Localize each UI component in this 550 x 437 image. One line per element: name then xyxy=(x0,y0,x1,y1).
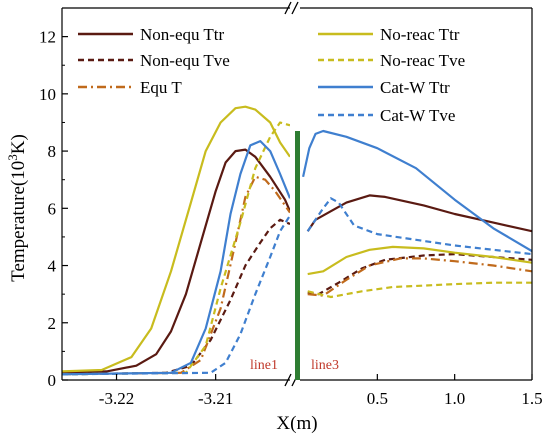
annotations: line1 line3 xyxy=(250,358,339,373)
series-line-non-equ-tve-left xyxy=(62,218,290,376)
y-tick-label: 12 xyxy=(39,28,56,47)
y-tick-label: 4 xyxy=(48,257,57,276)
legend-label-cat-w-ttr: Cat-W Ttr xyxy=(380,78,450,97)
series-line-cat-w-tve-right xyxy=(306,197,532,256)
series-line-cat-w-ttr-left xyxy=(62,140,290,376)
series-line-equ-t-left xyxy=(62,175,290,376)
legend-label-non-equ-ttr: Non-equ Ttr xyxy=(140,25,225,44)
y-axis-title: Temperature(103K) xyxy=(5,134,29,282)
x-tick-label: 1.5 xyxy=(521,389,542,408)
annotation-line1: line1 xyxy=(250,358,278,373)
y-tick-label: 0 xyxy=(48,371,57,390)
y-tick-label: 8 xyxy=(48,142,57,161)
x-tick-label: -3.22 xyxy=(99,389,134,408)
legend-label-cat-w-tve: Cat-W Tve xyxy=(380,106,455,125)
legend-label-equ-t: Equ T xyxy=(140,78,182,97)
series-line-equ-t-right xyxy=(307,257,532,297)
y-tick-label: 10 xyxy=(39,85,56,104)
y-tick-label: 2 xyxy=(48,314,57,333)
y-axis-title-main: Temperature(10 xyxy=(8,161,29,282)
legend-label-no-reac-tve: No-reac Tve xyxy=(380,51,465,70)
series-line-no-reac-tve-left xyxy=(62,121,290,376)
x-tick-label: -3.21 xyxy=(198,389,233,408)
series-line-no-reac-tve-right xyxy=(307,281,532,299)
annotation-line3: line3 xyxy=(311,358,339,373)
y-axis-title-sup: 3 xyxy=(5,154,20,161)
axes-frame xyxy=(61,1,533,387)
legend-label-no-reac-ttr: No-reac Ttr xyxy=(380,25,460,44)
axis-break-mark xyxy=(291,1,299,15)
y-tick-label: 6 xyxy=(48,199,57,218)
divider-band xyxy=(295,131,300,380)
series-line-cat-w-ttr-right xyxy=(302,129,532,253)
right-plot-area xyxy=(302,129,532,299)
series-line-non-equ-ttr-right xyxy=(306,194,532,233)
y-axis-title-end: K) xyxy=(8,134,29,154)
x-tick-label: 1.0 xyxy=(444,389,465,408)
series-line-no-reac-ttr-right xyxy=(307,245,532,276)
legend: Non-equ Ttr No-reac Ttr Non-equ Tve No-reac… xyxy=(78,25,465,125)
series-line-no-reac-ttr-left xyxy=(62,105,290,373)
legend-label-non-equ-tve: Non-equ Tve xyxy=(140,51,230,70)
x-tick-label: 0.5 xyxy=(367,389,388,408)
axis-break-mark xyxy=(284,1,292,15)
left-plot-area xyxy=(62,105,290,376)
series-line-non-equ-ttr-left xyxy=(62,148,290,374)
axis-break-mark xyxy=(284,373,292,387)
x-axis-title: X(m) xyxy=(276,413,317,434)
axis-ticks: 0 2 4 6 8 10 12 -3.22 -3.21 0.5 1.0 1.5 xyxy=(39,28,543,408)
series-line-cat-w-tve-left xyxy=(62,214,290,376)
